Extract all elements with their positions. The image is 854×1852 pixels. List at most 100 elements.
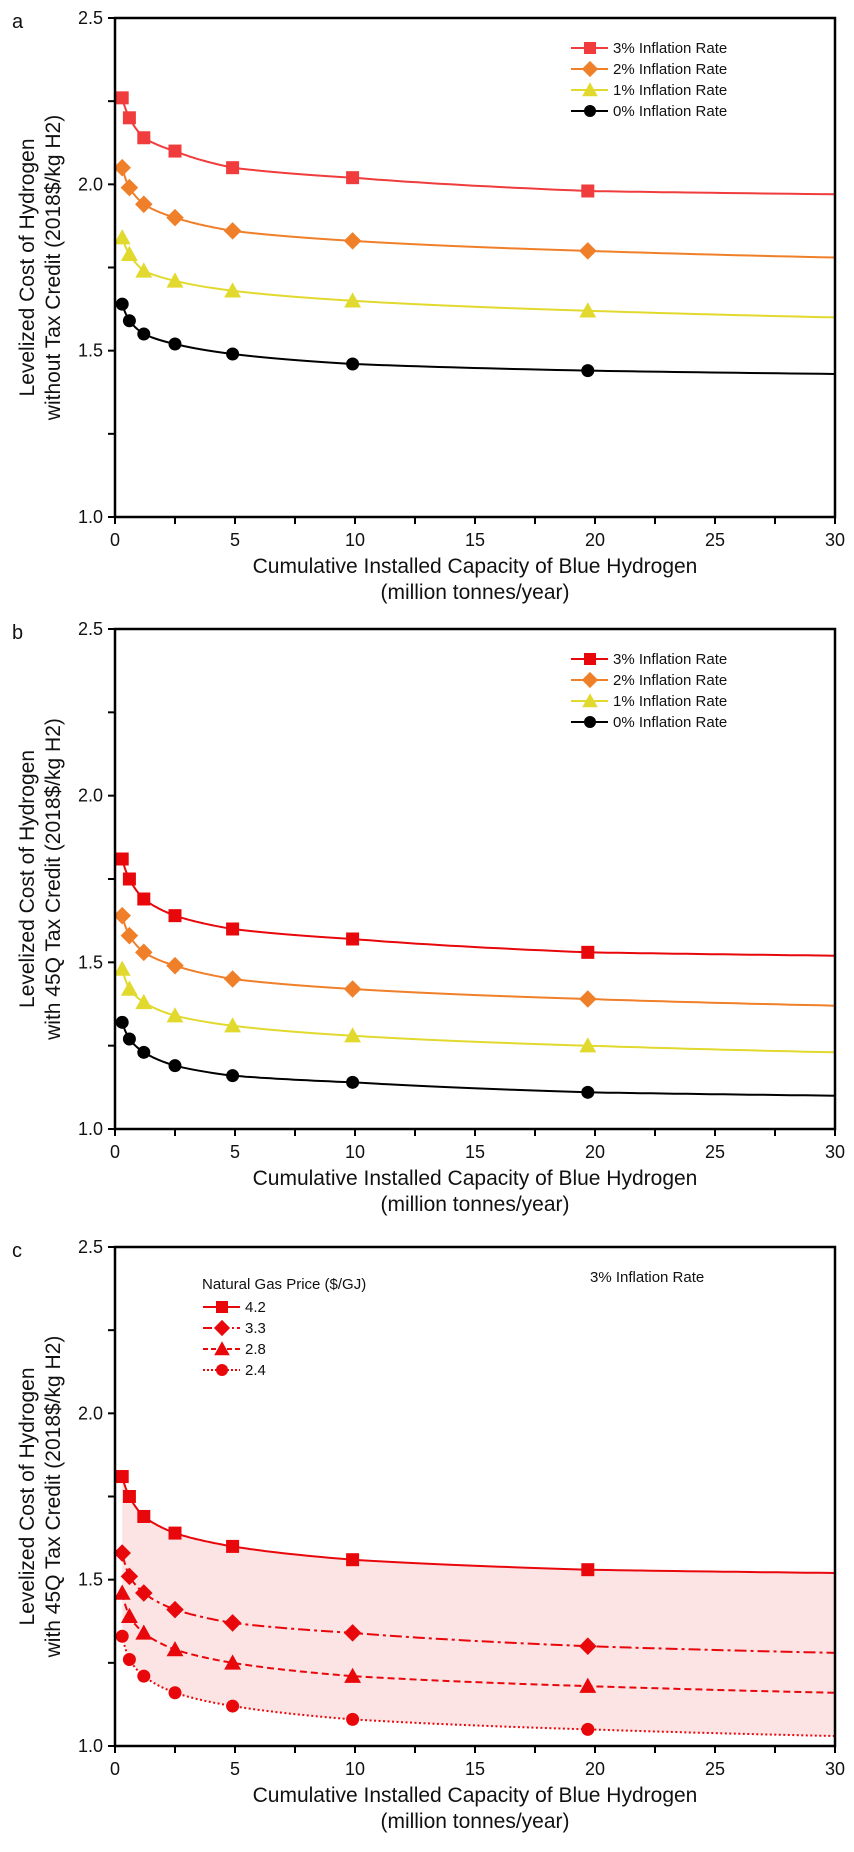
series-2-8: [113, 1584, 836, 1694]
marker-square: [346, 1553, 360, 1567]
marker-circle: [115, 1015, 129, 1029]
x-tick-label: 10: [345, 1142, 365, 1162]
legend-entry: 1% Inflation Rate: [613, 693, 727, 710]
marker-triangle: [120, 1607, 138, 1624]
legend-entry: 2.4: [245, 1362, 266, 1379]
marker-triangle: [135, 1624, 153, 1640]
series-2-4: [115, 1629, 836, 1737]
series-line: [121, 237, 836, 319]
chart-panel-b: 1.0 1.5 2.0 2.5 0 5 10 15 20 25 30 Cumulative Insta…: [12, 619, 845, 1216]
marker-diamond: [135, 943, 153, 962]
marker-triangle: [166, 1641, 184, 1657]
marker-triangle: [579, 1677, 597, 1693]
series-1-inflation-rate: [113, 229, 836, 319]
series-3-inflation-rate: [115, 852, 836, 959]
marker-square: [226, 161, 240, 175]
y-tick-label: 1.0: [78, 1119, 103, 1139]
marker-triangle: [135, 262, 153, 278]
y-axis-title: Levelized Cost of Hydrogen: [16, 1368, 39, 1626]
series-2-inflation-rate: [113, 158, 836, 260]
marker-square: [115, 852, 129, 866]
y-tick-label: 1.0: [78, 1736, 103, 1756]
marker-triangle: [224, 1654, 242, 1670]
marker-square: [122, 111, 136, 125]
marker-triangle: [582, 693, 598, 708]
marker-triangle: [224, 282, 242, 298]
marker-square: [346, 171, 360, 185]
marker-triangle: [113, 960, 131, 976]
x-axis-subtitle: (million tonnes/year): [380, 1193, 569, 1216]
marker-diamond: [135, 195, 153, 214]
panel-letter: a: [12, 11, 24, 33]
x-tick-label: 10: [345, 530, 365, 550]
marker-diamond: [113, 906, 131, 925]
legend-entry: 3% Inflation Rate: [613, 651, 727, 668]
marker-diamond: [166, 956, 184, 975]
marker-square: [584, 653, 596, 665]
x-tick-label: 20: [585, 1142, 605, 1162]
series-4-2: [115, 1470, 836, 1577]
x-tick-label: 25: [705, 1759, 725, 1779]
x-tick-label: 0: [110, 1759, 120, 1779]
y-tick-label: 2.0: [78, 1403, 103, 1423]
marker-triangle: [166, 1007, 184, 1023]
marker-square: [216, 1301, 228, 1313]
x-axis-title: Cumulative Installed Capacity of Blue Hy…: [253, 555, 698, 578]
annotation: 3% Inflation Rate: [590, 1269, 704, 1286]
series-0-inflation-rate: [115, 297, 836, 378]
marker-triangle: [582, 82, 598, 97]
marker-diamond: [579, 990, 597, 1008]
x-tick-label: 30: [825, 1759, 845, 1779]
marker-square: [584, 42, 596, 54]
marker-diamond: [223, 970, 242, 988]
chart-panel-c: 1.0 1.5 2.0 2.5 0 5 10 15 20 25 30 Cumulative Insta…: [12, 1237, 845, 1833]
marker-diamond: [166, 208, 184, 227]
marker-diamond: [581, 60, 599, 78]
marker-circle: [137, 1045, 151, 1059]
marker-square: [226, 1539, 240, 1553]
x-tick-label: 20: [585, 1759, 605, 1779]
marker-diamond: [343, 980, 362, 998]
marker-circle: [584, 105, 596, 117]
legend-entry: 2% Inflation Rate: [613, 672, 727, 689]
shaded-band: [122, 1476, 835, 1736]
marker-diamond: [120, 1567, 139, 1586]
y-tick-label: 2.5: [78, 8, 103, 28]
marker-circle: [168, 337, 182, 351]
marker-triangle: [214, 1341, 230, 1356]
marker-diamond: [343, 232, 362, 250]
marker-circle: [346, 357, 360, 371]
x-tick-label: 30: [825, 1142, 845, 1162]
y-tick-label: 2.5: [78, 619, 103, 639]
marker-diamond: [120, 178, 139, 197]
marker-circle: [226, 1069, 240, 1083]
y-tick-label: 1.0: [78, 507, 103, 527]
marker-diamond: [581, 671, 599, 689]
x-axis-subtitle: (million tonnes/year): [380, 1810, 569, 1833]
marker-square: [168, 1526, 182, 1540]
y-axis-title: Levelized Cost of Hydrogen: [16, 750, 39, 1008]
marker-circle: [115, 297, 129, 311]
marker-circle: [226, 347, 240, 361]
marker-triangle: [166, 272, 184, 288]
x-tick-label: 10: [345, 1759, 365, 1779]
series-3-inflation-rate: [115, 91, 836, 198]
legend-entry: 0% Inflation Rate: [613, 103, 727, 120]
marker-circle: [584, 716, 596, 728]
marker-square: [581, 945, 595, 959]
marker-circle: [346, 1075, 360, 1089]
series-line: [121, 167, 836, 259]
x-tick-label: 25: [705, 530, 725, 550]
marker-diamond: [113, 158, 131, 177]
marker-circle: [346, 1712, 360, 1726]
marker-circle: [168, 1059, 182, 1073]
x-tick-label: 5: [230, 1142, 240, 1162]
marker-triangle: [135, 993, 153, 1010]
panel-letter: c: [12, 1240, 22, 1262]
x-tick-label: 30: [825, 530, 845, 550]
panel-letter: b: [12, 622, 23, 644]
marker-circle: [581, 1085, 595, 1099]
x-tick-label: 0: [110, 530, 120, 550]
marker-circle: [122, 1653, 136, 1667]
